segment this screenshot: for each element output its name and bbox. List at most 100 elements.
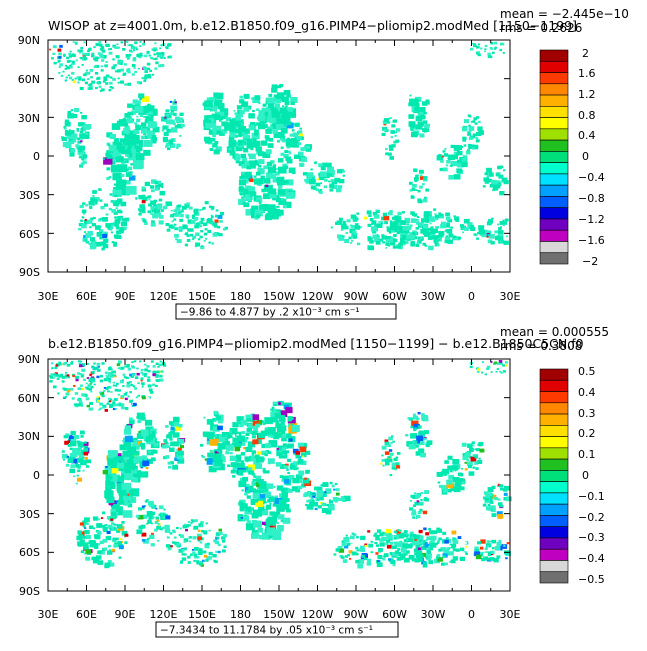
colorbar-swatch: [539, 515, 569, 527]
field-cell: [88, 525, 94, 529]
field-cell: [275, 462, 282, 467]
field-cell: [114, 46, 118, 49]
field-cell: [134, 41, 138, 45]
field-cell: [251, 414, 260, 421]
field-cell: [113, 187, 117, 190]
colorbar-swatch: [539, 184, 569, 197]
field-cell: [496, 368, 499, 370]
field-cell: [422, 242, 426, 246]
field-cell: [382, 557, 386, 561]
field-cell: [350, 214, 356, 219]
field-cell: [109, 134, 116, 139]
lat-label: 90N: [18, 34, 40, 47]
field-cell: [75, 378, 79, 382]
field-cell: [143, 149, 151, 156]
field-cell: [475, 51, 479, 54]
field-cell: [232, 465, 240, 471]
field-cell: [494, 361, 498, 364]
field-cell: [77, 477, 82, 482]
field-cell: [422, 128, 427, 132]
field-cell: [443, 548, 450, 554]
field-cell: [91, 371, 95, 374]
field-cell: [179, 458, 183, 462]
field-cell: [143, 76, 148, 80]
field-cell: [165, 109, 170, 113]
field-cell: [142, 460, 150, 467]
field-cell: [269, 188, 277, 195]
field-cell: [262, 491, 272, 499]
field-cell: [364, 543, 368, 546]
field-cell: [282, 475, 289, 482]
field-cell: [178, 548, 184, 553]
field-cell: [269, 502, 272, 505]
field-cell: [476, 237, 479, 240]
field-cell: [381, 222, 384, 225]
field-cell: [217, 543, 221, 547]
field-cell: [428, 546, 433, 551]
field-cell: [438, 212, 442, 215]
field-cell: [428, 245, 434, 251]
field-cell: [404, 217, 410, 223]
field-cell: [261, 443, 267, 449]
field-cell: [275, 423, 282, 429]
field-cell: [221, 432, 231, 439]
field-cell: [499, 48, 503, 52]
field-cell: [391, 217, 396, 220]
field-cell: [199, 560, 202, 563]
field-cell: [115, 187, 120, 191]
field-cell: [120, 41, 124, 44]
field-cell: [285, 463, 289, 467]
field-cell: [476, 370, 480, 373]
field-cell: [219, 219, 223, 223]
field-cell: [439, 213, 443, 217]
field-cell: [260, 423, 263, 426]
field-cell: [457, 150, 463, 156]
field-cell: [239, 503, 248, 510]
field-cell: [197, 539, 201, 542]
field-cell: [170, 427, 175, 431]
field-patch: [405, 412, 433, 458]
field-cell: [259, 483, 267, 490]
colorbar-label: −0.3: [578, 531, 605, 544]
lon-axis: 30E 60E 90E 120E 150E 180 150W 120W 90W …: [38, 290, 521, 303]
field-cell: [419, 535, 424, 539]
field-cell: [413, 492, 417, 495]
field-cell: [89, 373, 92, 376]
field-cell: [156, 370, 160, 374]
field-cell: [418, 222, 424, 227]
field-cell: [138, 213, 142, 216]
field-cell: [112, 44, 116, 48]
field-cell: [471, 444, 475, 447]
field-cell: [150, 543, 155, 547]
field-cell: [112, 401, 116, 405]
field-cell: [262, 120, 266, 123]
field-cell: [75, 144, 80, 148]
field-cell: [109, 228, 113, 231]
field-cell: [140, 371, 144, 374]
field-cell: [401, 558, 404, 560]
field-cell: [81, 456, 85, 459]
field-cell: [89, 83, 93, 87]
field-cell: [112, 189, 122, 197]
field-cell: [444, 229, 448, 232]
field-cell: [389, 117, 392, 119]
field-cell: [138, 507, 142, 511]
field-cell: [383, 128, 387, 131]
field-cell: [432, 530, 438, 534]
field-cell: [487, 365, 491, 369]
field-cell: [204, 228, 208, 231]
field-cell: [197, 238, 201, 241]
field-cell: [503, 240, 509, 245]
field-cell: [298, 130, 303, 134]
field-cell: [289, 133, 294, 137]
field-cell: [69, 468, 75, 474]
field-cell: [131, 361, 134, 364]
field-cell: [182, 526, 186, 528]
field-cell: [120, 174, 125, 178]
field-cell: [131, 365, 134, 368]
field-cell: [158, 220, 164, 225]
field-cell: [395, 128, 401, 132]
field-cell: [472, 42, 475, 45]
field-cell: [59, 44, 63, 48]
lat-label: 90S: [19, 266, 40, 279]
